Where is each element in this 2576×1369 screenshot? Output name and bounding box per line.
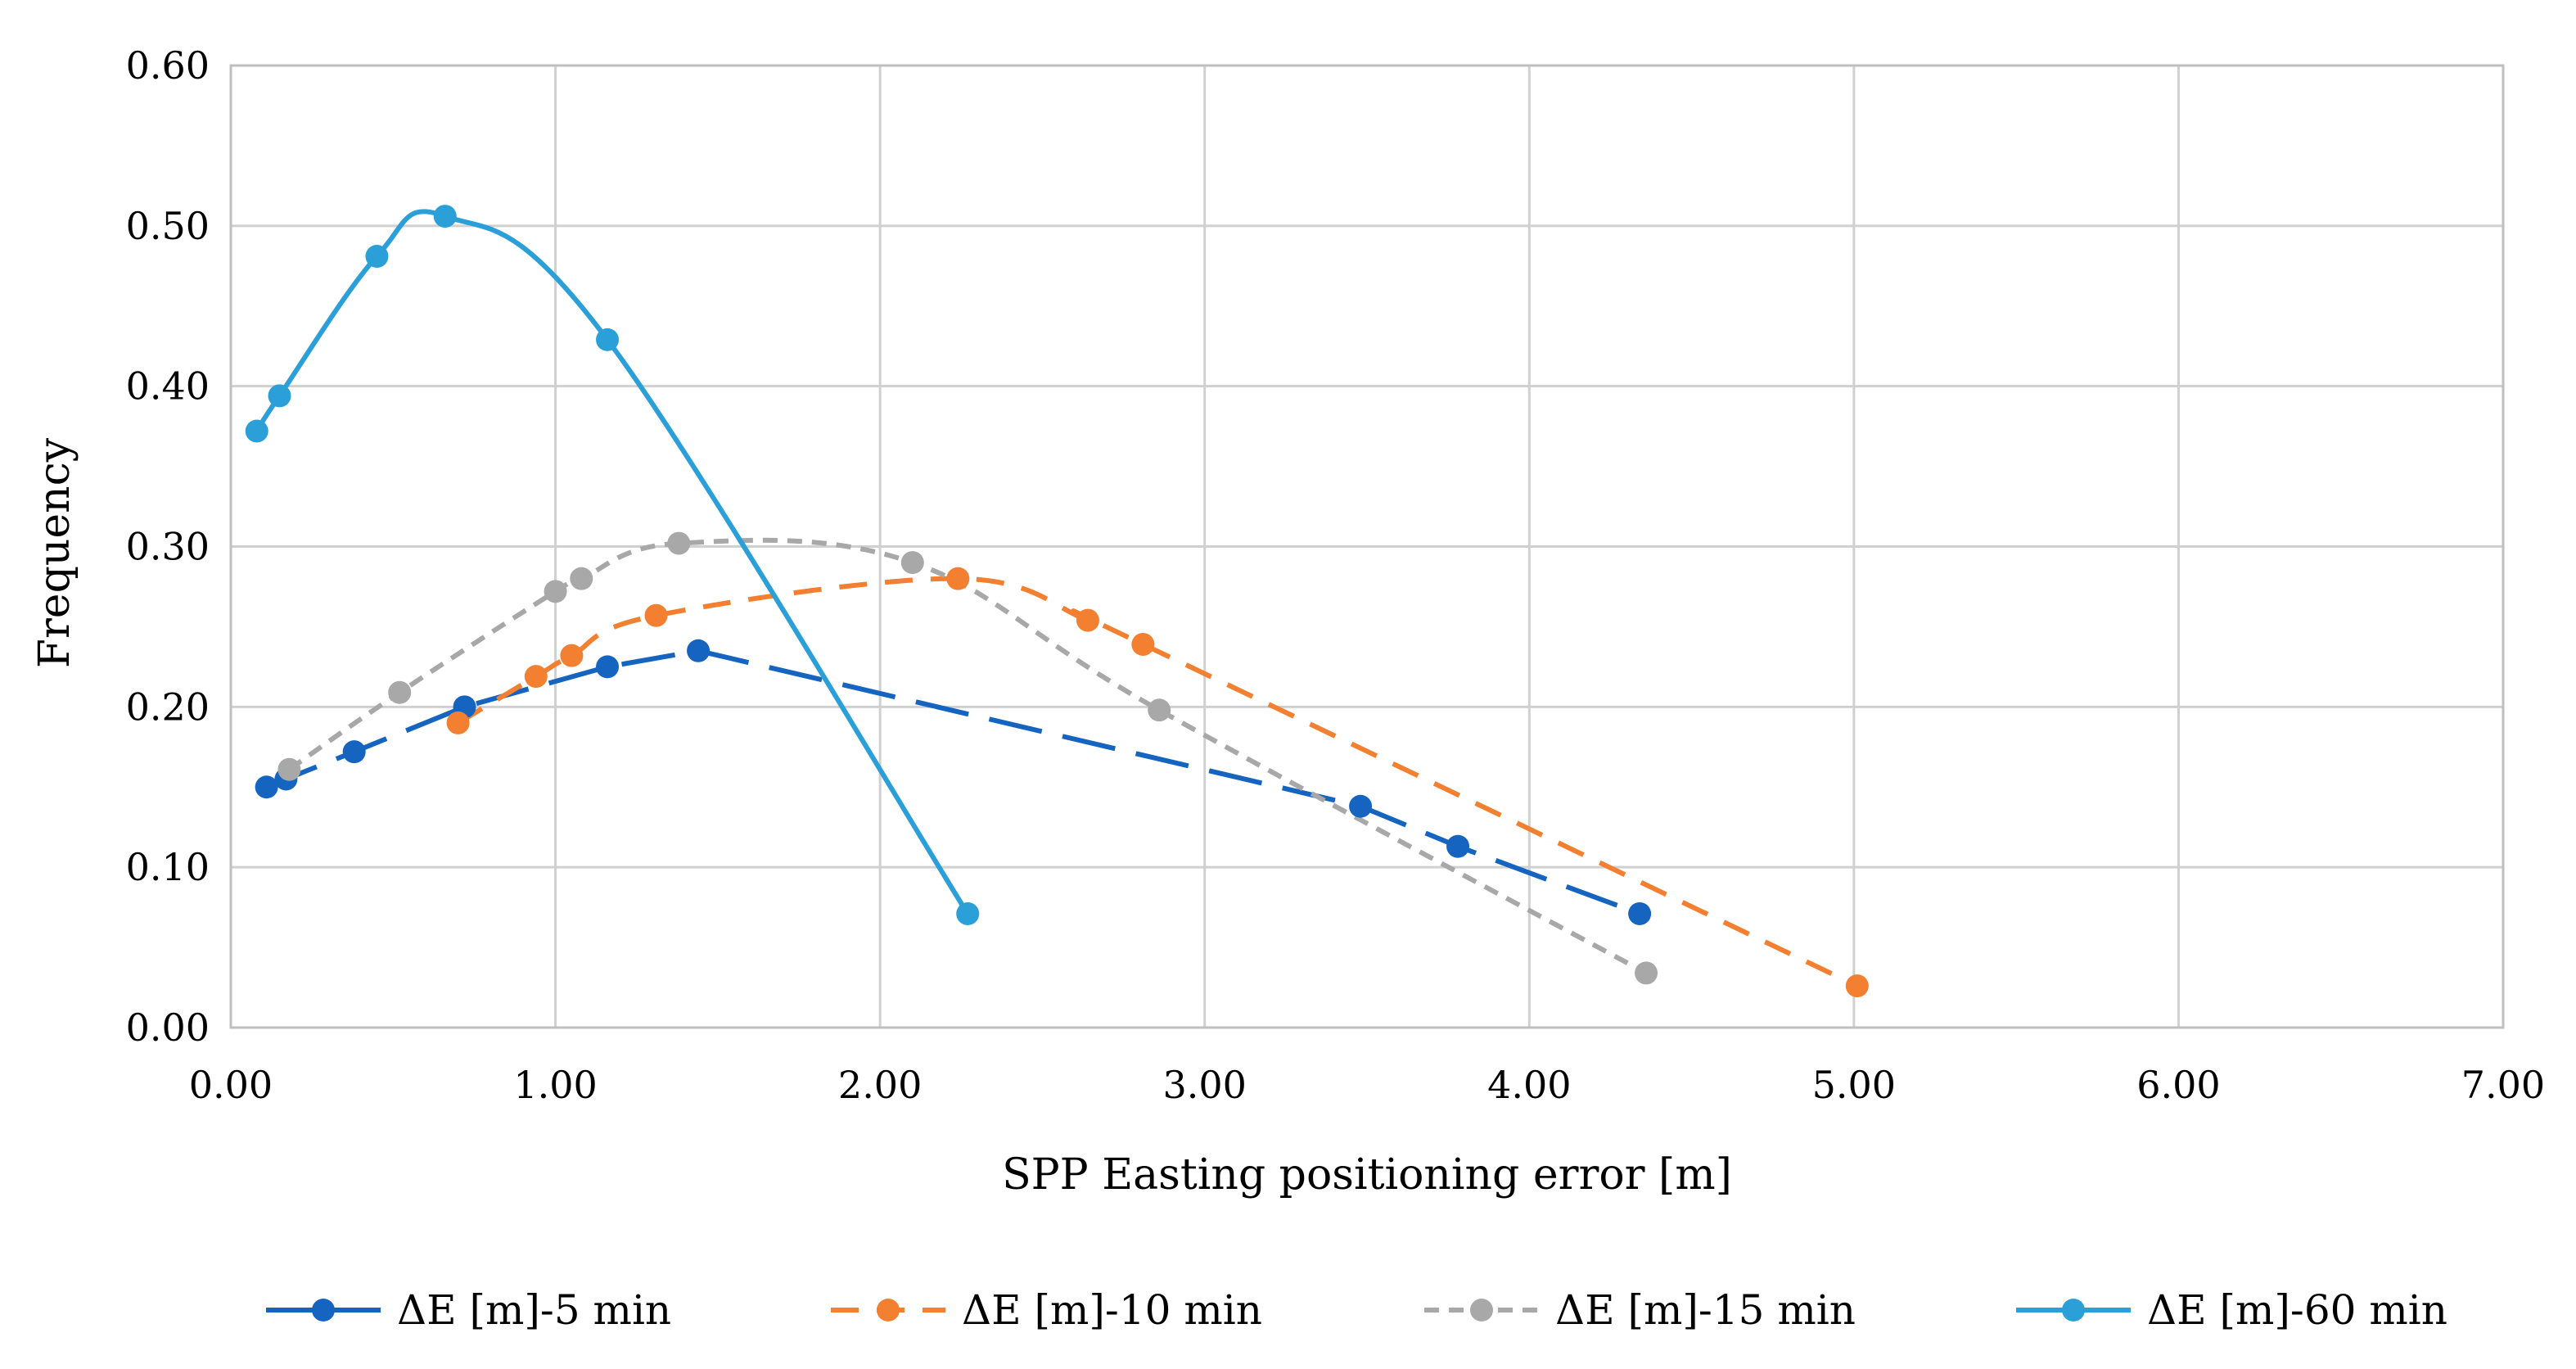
data-point — [570, 567, 593, 590]
legend-item-3: ΔE [m]-15 min — [1424, 1286, 1856, 1334]
data-point — [365, 245, 389, 269]
y-tick-label: 0.20 — [126, 684, 210, 729]
series-line-1 — [265, 648, 1641, 916]
y-tick-label: 0.40 — [126, 364, 210, 409]
y-tick-label: 0.60 — [126, 43, 210, 88]
y-tick-label: 0.00 — [126, 1005, 210, 1050]
legend-marker-swatch — [877, 1299, 900, 1322]
x-tick-label: 5.00 — [1812, 1063, 1896, 1107]
legend-label: ΔE [m]-60 min — [2147, 1286, 2447, 1334]
legend-item-4: ΔE [m]-60 min — [2016, 1286, 2447, 1334]
x-axis-label: SPP Easting positioning error [m] — [1002, 1150, 1732, 1200]
data-point — [644, 603, 668, 627]
series-line-3 — [287, 537, 1648, 976]
x-tick-label: 4.00 — [1487, 1063, 1571, 1107]
y-tick-label: 0.10 — [126, 845, 210, 889]
data-point — [1131, 632, 1155, 656]
data-point — [544, 580, 567, 603]
x-tick-label: 0.00 — [189, 1063, 273, 1107]
data-point — [946, 567, 970, 590]
x-tick-label: 1.00 — [513, 1063, 597, 1107]
data-point — [277, 757, 301, 781]
data-point — [687, 639, 711, 662]
series-lines — [255, 209, 1859, 988]
x-tick-label: 2.00 — [838, 1063, 922, 1107]
legend-marker-swatch — [2062, 1299, 2085, 1322]
data-point — [1076, 608, 1099, 632]
data-point — [524, 665, 548, 689]
y-tick-label: 0.50 — [126, 204, 210, 248]
y-tick-label: 0.30 — [126, 525, 210, 569]
legend-label: ΔE [m]-5 min — [397, 1286, 671, 1334]
data-point — [255, 775, 278, 799]
data-point — [342, 740, 366, 764]
data-point — [956, 901, 980, 925]
data-point — [268, 384, 291, 408]
data-point — [433, 205, 457, 228]
x-tick-label: 6.00 — [2136, 1063, 2220, 1107]
x-tick-label: 3.00 — [1163, 1063, 1247, 1107]
data-point — [596, 328, 620, 351]
y-axis-ticks: 0.00 0.10 0.20 0.30 0.40 0.50 0.60 — [126, 43, 210, 1050]
data-point — [245, 419, 268, 443]
data-point — [1845, 974, 1869, 998]
data-point — [1349, 794, 1373, 818]
data-point — [1635, 961, 1658, 985]
x-axis-ticks: 0.00 1.00 2.00 3.00 4.00 5.00 6.00 7.00 — [189, 1063, 2545, 1107]
series-markers — [245, 205, 1869, 998]
legend-item-2: ΔE [m]-10 min — [831, 1286, 1262, 1334]
legend-label: ΔE [m]-15 min — [1555, 1286, 1856, 1334]
data-point — [596, 655, 620, 679]
series-line-4 — [255, 209, 970, 915]
y-axis-label: Frequency — [30, 437, 79, 668]
data-point — [900, 551, 924, 575]
x-tick-label: 7.00 — [2461, 1063, 2545, 1107]
legend-marker-swatch — [312, 1299, 335, 1322]
legend-marker-swatch — [1470, 1299, 1493, 1322]
plot-area — [229, 64, 2505, 1029]
data-point — [1446, 834, 1470, 858]
data-point — [1148, 698, 1171, 722]
data-point — [388, 680, 412, 704]
legend: ΔE [m]-5 min ΔE [m]-10 min ΔE [m]-15 min ΔE… — [266, 1286, 2447, 1334]
data-point — [1628, 901, 1652, 925]
series-line-2 — [457, 576, 1859, 988]
data-point — [446, 711, 470, 734]
legend-item-1: ΔE [m]-5 min — [266, 1286, 671, 1334]
data-point — [667, 531, 691, 555]
data-point — [560, 644, 584, 667]
legend-label: ΔE [m]-10 min — [962, 1286, 1262, 1334]
